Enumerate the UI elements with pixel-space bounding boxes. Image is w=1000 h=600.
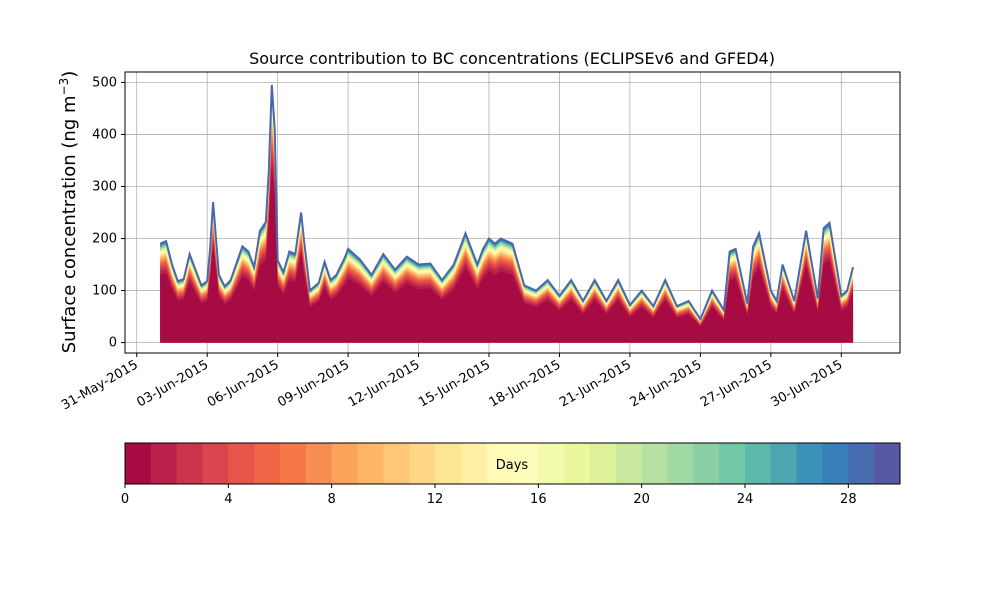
colorbar-cell [770, 443, 798, 484]
colorbar-tick-label: 28 [840, 492, 857, 507]
y-tick-label: 200 [92, 232, 117, 247]
colorbar-frame [124, 442, 901, 485]
age-band-area [160, 119, 854, 343]
colorbar-label: Days [496, 458, 529, 473]
colorbar-cell [331, 443, 358, 484]
x-tick-label: 30-Jun-2015 [768, 357, 845, 410]
colorbar-cell [564, 443, 591, 484]
plot-frame [124, 71, 901, 354]
colorbar-cell [357, 443, 384, 484]
x-tick-label: 21-Jun-2015 [557, 357, 634, 410]
colorbar-cell [512, 443, 539, 484]
age-band-area [160, 114, 854, 343]
age-band-area [160, 112, 854, 343]
y-axis-label: Surface concentration (ng m−3) [57, 71, 80, 354]
colorbar-cell [383, 443, 410, 484]
y-tick-label: 400 [92, 127, 117, 142]
y-tick-label: 500 [92, 75, 117, 90]
total-line [159, 84, 854, 322]
colorbar-tick-label: 4 [224, 492, 232, 507]
age-band-area [160, 122, 854, 343]
colorbar-cell [409, 443, 436, 484]
x-axis: 31-May-201503-Jun-201506-Jun-201509-Jun-… [59, 353, 845, 413]
colorbar-cell [125, 443, 152, 484]
y-axis: 0 100 200 300 400 500 [92, 75, 125, 351]
colorbar-cell [228, 443, 255, 484]
colorbar-cell [305, 443, 333, 484]
colorbar-cell [486, 443, 513, 484]
age-band-area [160, 134, 854, 343]
colorbar-tick-label: 24 [737, 492, 754, 507]
colorbar-tick-label: 16 [530, 492, 547, 507]
x-tick-label: 18-Jun-2015 [487, 357, 564, 410]
colorbar-cell [254, 443, 281, 484]
age-band-area [160, 127, 854, 343]
colorbar-cell [615, 443, 643, 484]
x-tick-label: 15-Jun-2015 [416, 357, 493, 410]
colorbar-cell [693, 443, 720, 484]
x-tick-label: 09-Jun-2015 [275, 357, 352, 410]
x-tick-label: 06-Jun-2015 [205, 357, 282, 410]
x-tick-label: 24-Jun-2015 [628, 357, 705, 410]
age-band-area [160, 124, 854, 343]
colorbar-cell [435, 443, 462, 484]
colorbar-cell [874, 443, 901, 484]
y-tick-label: 300 [92, 179, 117, 194]
y-tick-label: 0 [109, 336, 117, 351]
colorbar-ticks: 0 4 8 12 16 20 24 28 [121, 484, 857, 507]
x-tick-label: 12-Jun-2015 [346, 357, 423, 410]
y-tick-label: 100 [92, 284, 117, 299]
colorbar-cell [667, 443, 694, 484]
age-band-area [160, 149, 854, 343]
x-tick-label: 31-May-2015 [59, 357, 141, 413]
colorbar: Days 0 4 8 12 16 20 24 28 [121, 442, 901, 507]
colorbar-cell [796, 443, 823, 484]
age-band-area [160, 116, 854, 343]
chart-title: Source contribution to BC concentrations… [249, 49, 775, 68]
colorbar-cell [848, 443, 875, 484]
x-tick-label: 27-Jun-2015 [698, 357, 775, 410]
colorbar-tick-label: 0 [121, 492, 129, 507]
colorbar-tick-label: 12 [427, 492, 444, 507]
stacked-areas [159, 84, 854, 343]
colorbar-cell [822, 443, 849, 484]
colorbar-tick-label: 20 [633, 492, 650, 507]
colorbar-tick-label: 8 [328, 492, 336, 507]
colorbar-cell [745, 443, 772, 484]
colorbar-cell [590, 443, 617, 484]
age-band-area [160, 156, 854, 343]
colorbar-cell [202, 443, 229, 484]
colorbar-cell [176, 443, 203, 484]
age-band-area [160, 165, 854, 343]
colorbar-cell [538, 443, 565, 484]
colorbar-cell [719, 443, 746, 484]
age-band-area [160, 139, 854, 343]
colorbar-cell [150, 443, 178, 484]
colorbar-cells [125, 443, 901, 484]
age-band-area [160, 143, 854, 343]
colorbar-cell [641, 443, 668, 484]
age-band-area [160, 131, 854, 343]
x-tick-label: 03-Jun-2015 [134, 357, 211, 410]
colorbar-cell [280, 443, 307, 484]
colorbar-cell [460, 443, 488, 484]
